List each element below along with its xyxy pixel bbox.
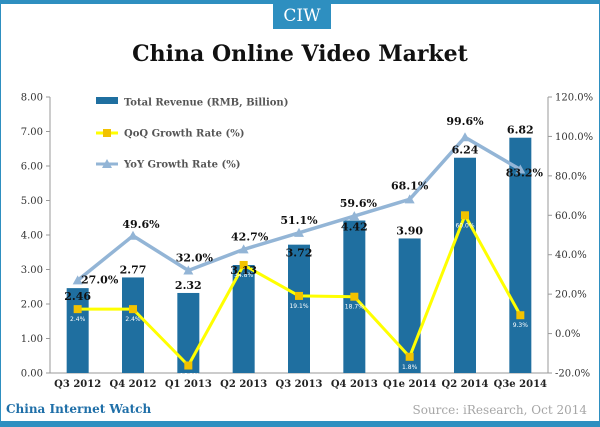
qoq-marker	[516, 311, 525, 320]
qoq-data-label: 1.8%	[402, 364, 418, 371]
revenue-bar	[122, 277, 144, 373]
legend-marker-qoq	[103, 129, 111, 137]
revenue-data-label: 2.77	[120, 263, 147, 276]
qoq-data-label: 9.3%	[513, 322, 529, 329]
source-note: Source: iResearch, Oct 2014	[412, 403, 587, 417]
y-right-tick-label: 100.0%	[555, 132, 593, 143]
qoq-marker	[350, 292, 359, 301]
revenue-data-label: 2.32	[175, 279, 202, 292]
yoy-marker	[238, 244, 249, 254]
yoy-data-label: 32.0%	[176, 251, 214, 264]
revenue-data-label: 6.24	[452, 144, 479, 157]
y-left-tick-label: 3.00	[21, 265, 43, 276]
y-left-tick-label: 4.00	[21, 231, 43, 242]
yoy-data-label: 83.2%	[506, 167, 544, 180]
x-tick-label: Q4 2013	[331, 379, 378, 390]
revenue-data-label: 2.46	[64, 290, 91, 303]
qoq-marker	[184, 361, 193, 370]
y-right-tick-label: 80.0%	[555, 171, 587, 182]
qoq-marker	[129, 305, 137, 314]
y-left-tick-label: 1.00	[21, 334, 43, 345]
bottom-accent-bar	[1, 421, 599, 426]
qoq-marker	[405, 352, 414, 361]
y-left-tick-label: 7.00	[21, 127, 43, 138]
legend-entry: QoQ Growth Rate (%)	[124, 129, 244, 140]
yoy-data-label: 68.1%	[391, 179, 429, 192]
legend-marker-yoy	[102, 159, 112, 168]
legend-swatch-revenue	[96, 97, 118, 104]
revenue-data-label: 4.42	[341, 221, 368, 234]
yoy-marker	[294, 227, 304, 237]
yoy-marker	[460, 132, 470, 142]
footer-brand: China Internet Watch	[6, 402, 152, 416]
qoq-marker	[239, 260, 248, 269]
revenue-bar	[232, 265, 255, 373]
qoq-marker	[295, 291, 303, 300]
y-right-tick-label: 60.0%	[555, 211, 587, 222]
qoq-data-label: 60.0%	[455, 222, 474, 229]
yoy-marker	[128, 230, 138, 240]
qoq-data-label: 34.8%	[234, 272, 253, 279]
ciw-logo: CIW	[273, 4, 331, 29]
y-left-tick-label: 6.00	[21, 162, 43, 173]
yoy-marker	[404, 194, 415, 204]
revenue-bar	[509, 137, 532, 373]
qoq-data-label: 18.7%	[345, 304, 364, 311]
yoy-marker	[72, 275, 83, 285]
y-right-tick-label: -20.0%	[555, 369, 590, 380]
qoq-marker	[73, 305, 82, 314]
revenue-bar	[454, 157, 476, 373]
y-right-tick-label: 20.0%	[555, 290, 587, 301]
y-left-tick-label: 5.00	[21, 196, 43, 207]
yoy-data-label: 51.1%	[280, 214, 318, 227]
x-tick-label: Q3 2012	[54, 379, 101, 390]
qoq-data-label: 2.4%	[70, 316, 86, 323]
y-left-tick-label: 0.00	[21, 369, 43, 380]
y-left-tick-label: 8.00	[21, 93, 43, 104]
x-tick-label: Q2 2014	[442, 379, 489, 390]
x-tick-label: Q4 2012	[110, 379, 157, 390]
y-right-tick-label: 120.0%	[555, 93, 593, 104]
yoy-marker	[515, 164, 526, 174]
qoq-data-label: -16.2%	[178, 373, 200, 380]
legend-entry: YoY Growth Rate (%)	[123, 160, 240, 171]
revenue-data-label: 3.72	[286, 247, 313, 260]
x-tick-label: Q1 2013	[165, 379, 212, 390]
yoy-marker	[183, 265, 194, 275]
x-tick-label: Q2 2013	[220, 379, 267, 390]
top-accent-bar	[1, 1, 599, 4]
revenue-data-label: 3.90	[396, 224, 423, 237]
y-left-tick-label: 2.00	[21, 300, 43, 311]
y-right-tick-label: 0.0%	[555, 329, 580, 340]
yoy-data-label: 99.6%	[446, 115, 484, 128]
revenue-bar	[177, 292, 200, 373]
revenue-data-label: 6.82	[507, 124, 534, 137]
yoy-data-label: 59.6%	[340, 197, 378, 210]
yoy-data-label: 49.6%	[122, 218, 160, 231]
legend-entry: Total Revenue (RMB, Billion)	[124, 98, 288, 109]
yoy-data-label: 27.0%	[81, 273, 119, 286]
y-right-tick-label: 40.0%	[555, 250, 587, 261]
x-tick-label: Q3 2013	[276, 379, 323, 390]
yoy-data-label: 42.7%	[231, 230, 269, 243]
qoq-marker	[461, 211, 469, 220]
qoq-data-label: 2.4%	[125, 316, 141, 323]
revenue-data-label: 3.13	[230, 264, 257, 277]
x-tick-label: Q1e 2014	[383, 379, 436, 390]
qoq-data-label: 19.1%	[289, 303, 308, 310]
revenue-bar	[288, 244, 310, 373]
chart-title: China Online Video Market	[132, 41, 468, 67]
yoy-marker	[349, 211, 360, 221]
x-tick-label: Q3e 2014	[494, 379, 547, 390]
